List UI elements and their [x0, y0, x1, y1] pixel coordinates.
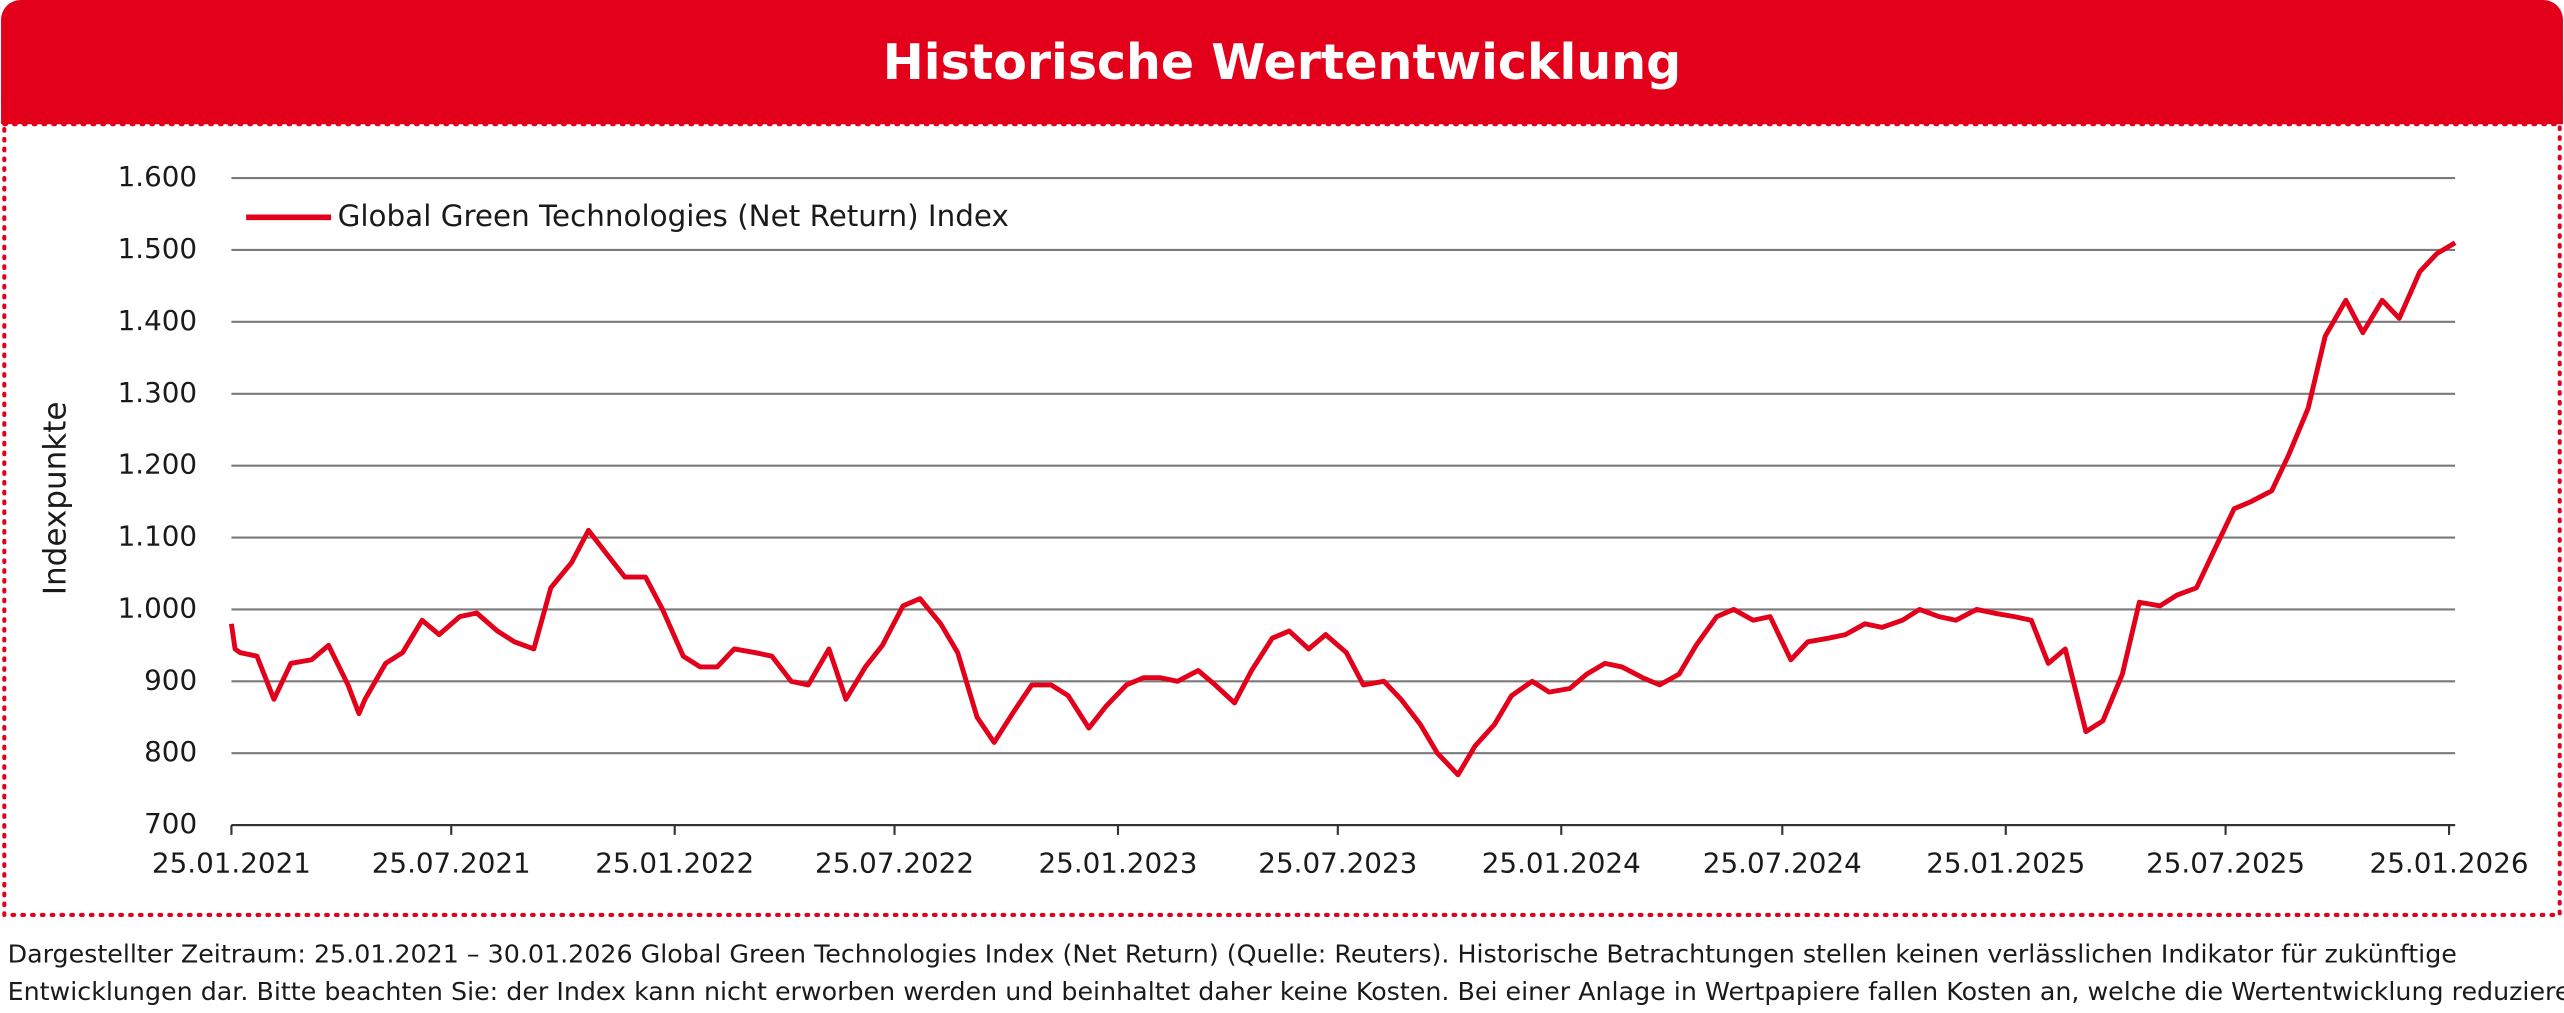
x-tick-label: 25.01.2025 [1926, 846, 2085, 879]
legend-label: Global Green Technologies (Net Return) I… [338, 199, 1009, 233]
x-tick-label: 25.01.2023 [1038, 846, 1197, 879]
x-tick-label: 25.07.2021 [372, 846, 531, 879]
y-tick-label: 1.200 [118, 448, 198, 481]
y-tick-label: 1.000 [118, 591, 198, 624]
y-tick-label: 1.600 [118, 160, 198, 193]
x-tick-label: 25.01.2022 [595, 846, 754, 879]
x-tick-label: 25.01.2024 [1482, 846, 1641, 879]
y-tick-label: 1.300 [118, 376, 198, 409]
chart-title: Historische Wertentwicklung [883, 34, 1681, 91]
footnote: Dargestellter Zeitraum: 25.01.2021 – 30.… [8, 938, 2457, 968]
x-tick-label: 25.01.2026 [2370, 846, 2529, 879]
y-tick-label: 900 [144, 663, 197, 696]
x-tick-label: 25.01.2021 [152, 846, 311, 879]
x-tick-label: 25.07.2023 [1258, 846, 1417, 879]
y-axis-label: Indexpunkte [38, 401, 74, 595]
header [1, 0, 2563, 125]
data-line [228, 240, 2457, 778]
y-tick-label: 1.100 [118, 520, 198, 553]
frame [2, 122, 2562, 918]
x-tick-label: 25.07.2025 [2146, 846, 2305, 879]
y-tick-label: 700 [144, 807, 197, 840]
x-tick-label: 25.07.2024 [1703, 846, 1862, 879]
y-tick-label: 1.400 [118, 304, 198, 337]
x-tick-label: 25.07.2022 [815, 846, 974, 879]
y-tick-label: 1.500 [118, 232, 198, 265]
footnote: Entwicklungen dar. Bitte beachten Sie: d… [8, 976, 2564, 1006]
y-tick-label: 800 [144, 735, 197, 768]
header-base [1, 98, 2563, 125]
